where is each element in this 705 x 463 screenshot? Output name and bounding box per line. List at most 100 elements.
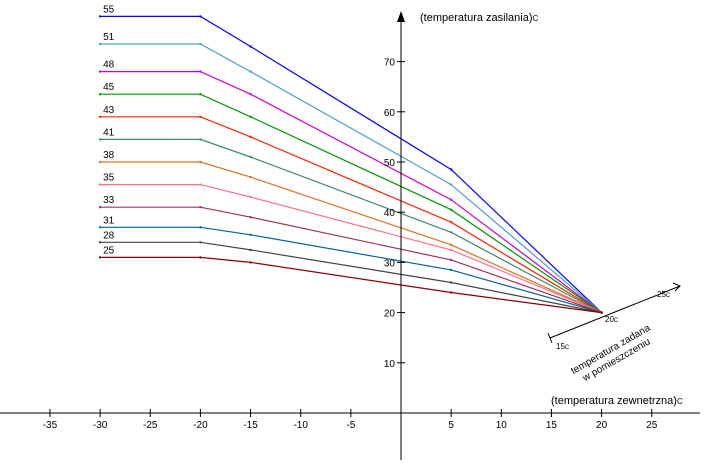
curve-point-28 — [98, 241, 102, 244]
room-axis-line — [549, 285, 681, 339]
curve-point-51 — [98, 42, 102, 46]
curve-point-33 — [199, 206, 202, 209]
heating-curves — [98, 15, 603, 314]
curve-point-25 — [98, 256, 102, 259]
x-tick-label: -15 — [243, 420, 258, 431]
y-tick-label: 10 — [384, 359, 396, 370]
x-tick-label: 15 — [546, 420, 558, 431]
curve-point-25 — [199, 256, 202, 259]
x-tick-label: -35 — [43, 420, 58, 431]
curve-45 — [100, 93, 602, 314]
curve-label-48: 48 — [103, 60, 115, 71]
room-end-label: 25C — [657, 290, 671, 299]
curve-point-25 — [449, 291, 453, 294]
curve-point-41 — [449, 231, 453, 234]
curve-point-25 — [249, 261, 252, 264]
curve-point-55 — [199, 15, 202, 18]
x-axis-title: (temperatura zewnetrzna)C — [551, 395, 683, 407]
curve-point-51 — [199, 42, 202, 46]
x-tick-label: 25 — [646, 420, 658, 431]
curve-point-35 — [98, 183, 102, 186]
axes: -35 -30 -25 -20 -15 -10 -5 5 10 15 20 25 10 20 30 40 50 6… — [0, 11, 700, 460]
curve-point-38 — [249, 175, 252, 179]
room-start-label: 15C — [556, 342, 570, 351]
curve-point-41 — [249, 155, 252, 159]
curve-point-51 — [449, 183, 453, 186]
curve-point-48 — [449, 198, 453, 201]
y-tick-label: 30 — [384, 258, 396, 269]
curve-labels: 55 51 48 45 43 41 38 35 33 31 28 25 — [103, 4, 115, 256]
x-tick-label: 5 — [448, 420, 454, 431]
curve-point-48 — [249, 93, 252, 96]
curve-point-41 — [199, 138, 202, 141]
curve-point-35 — [199, 183, 202, 186]
curve-point-31 — [449, 268, 453, 272]
curve-point-31 — [249, 233, 252, 236]
curve-point-38 — [199, 160, 202, 164]
x-tick-label: -25 — [143, 420, 158, 431]
curve-point-28 — [199, 241, 202, 244]
y-tick-label: 40 — [384, 208, 396, 219]
curve-label-55: 55 — [103, 4, 115, 15]
room-mid-label: 20C — [605, 315, 619, 324]
room-end-unit: C — [666, 293, 671, 299]
curve-point-55 — [98, 15, 102, 18]
curve-point-55 — [449, 168, 453, 171]
curve-point-28 — [249, 248, 252, 252]
room-mid-unit: C — [614, 318, 619, 324]
curve-point-31 — [98, 226, 102, 229]
curve-label-41: 41 — [103, 127, 115, 138]
curve-point-43 — [249, 135, 252, 139]
curve-point-38 — [98, 160, 102, 164]
curve-label-35: 35 — [103, 173, 115, 184]
curve-31 — [100, 226, 602, 314]
curve-point-33 — [449, 258, 453, 262]
x-tick-label: 20 — [596, 420, 608, 431]
room-axis-arrow — [672, 282, 681, 292]
curve-point-45 — [98, 93, 102, 96]
curve-label-33: 33 — [103, 195, 115, 206]
curve-point-31 — [199, 226, 202, 229]
curve-label-51: 51 — [103, 32, 115, 43]
y-axis-arrow — [397, 11, 405, 22]
curve-point-41 — [98, 138, 102, 141]
curve-point-35 — [249, 195, 252, 199]
x-tick-label: -30 — [93, 420, 108, 431]
curve-label-45: 45 — [103, 82, 115, 93]
curve-point-45 — [449, 208, 453, 211]
x-tick-label: -20 — [193, 420, 208, 431]
y-tick-label: 70 — [384, 58, 396, 69]
curve-point-33 — [98, 206, 102, 209]
y-tick-label: 20 — [384, 309, 396, 320]
curve-label-25: 25 — [103, 245, 115, 256]
curve-43 — [100, 116, 602, 314]
y-tick-label: 50 — [384, 158, 396, 169]
x-tick-label: 10 — [496, 420, 508, 431]
curve-point-45 — [199, 93, 202, 96]
curve-point-38 — [449, 243, 453, 246]
x-axis-unit: C — [677, 397, 683, 406]
room-axis-start-tick — [547, 332, 553, 344]
curve-point-43 — [98, 115, 102, 119]
curve-point-48 — [199, 70, 202, 73]
x-tick-label: -10 — [293, 420, 308, 431]
curve-point-43 — [449, 221, 453, 224]
x-tick-label: -5 — [346, 420, 355, 431]
curve-point-28 — [449, 281, 453, 284]
curve-55 — [100, 15, 603, 314]
curve-label-43: 43 — [103, 105, 115, 116]
curve-point-33 — [249, 216, 252, 219]
curve-point-25 — [600, 311, 603, 314]
curve-point-51 — [249, 70, 252, 73]
y-axis-unit: C — [533, 14, 539, 23]
curve-point-55 — [249, 45, 252, 48]
curve-label-31: 31 — [103, 215, 115, 226]
curve-point-45 — [249, 115, 252, 119]
curve-point-48 — [98, 70, 102, 73]
y-axis-title: (temperatura zasilania)C — [420, 12, 539, 24]
curve-label-38: 38 — [103, 150, 115, 161]
curve-point-35 — [449, 248, 453, 252]
curve-label-28: 28 — [103, 230, 115, 241]
